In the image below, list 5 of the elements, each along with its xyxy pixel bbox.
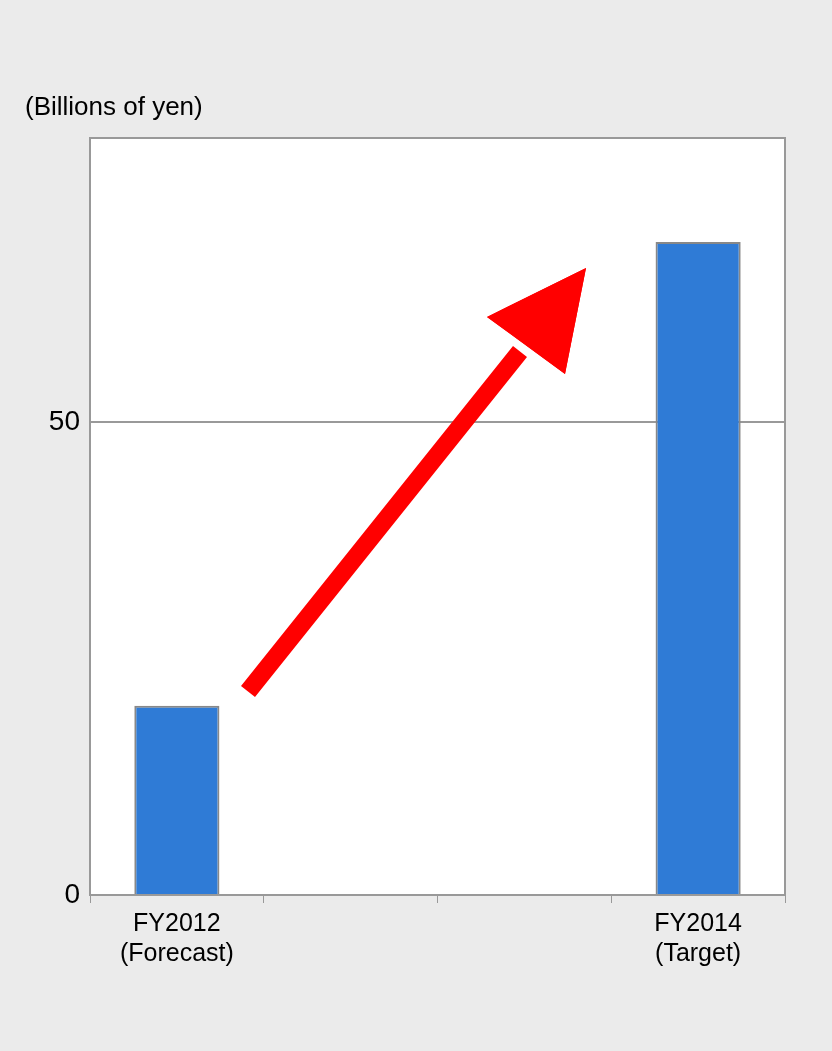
x-tick-label: FY2014 (Target): [654, 907, 742, 966]
y-tick-label: 50: [48, 404, 80, 436]
x-tick-label: FY2012 (Forecast): [119, 907, 234, 966]
y-axis-title: (Billions of yen): [25, 91, 203, 121]
y-tick-label: 0: [64, 877, 80, 909]
